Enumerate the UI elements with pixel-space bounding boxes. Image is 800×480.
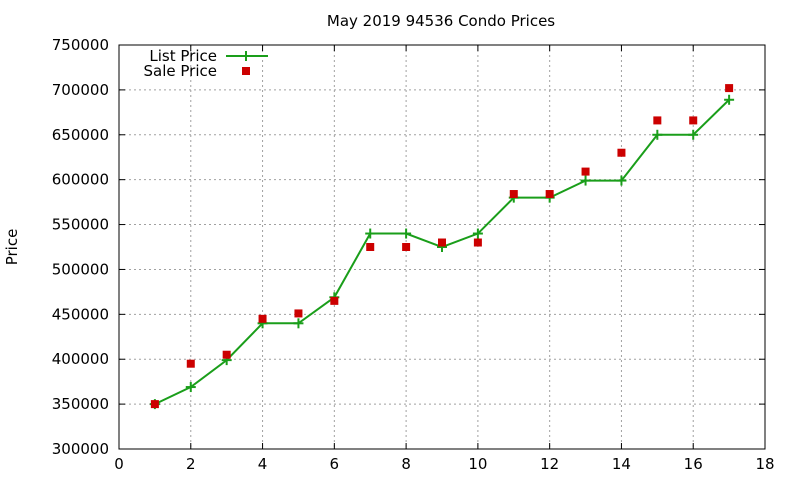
x-tick-label: 12 bbox=[540, 455, 559, 473]
sale-price-point bbox=[581, 167, 590, 176]
plot-area bbox=[118, 44, 766, 450]
sale-price-point bbox=[366, 243, 375, 251]
sale-price-point bbox=[186, 359, 195, 368]
sale-price-point bbox=[150, 400, 159, 409]
sale-price-point bbox=[402, 243, 411, 251]
legend: List Price Sale Price bbox=[144, 47, 268, 80]
list-price-point bbox=[580, 175, 591, 186]
y-tick-labels: 300000 350000 400000 450000 500000 550000 6000… bbox=[52, 36, 109, 458]
sale-price-point bbox=[689, 116, 698, 125]
list-price-point bbox=[293, 318, 304, 329]
y-tick-label: 550000 bbox=[52, 216, 109, 234]
y-tick-label: 400000 bbox=[52, 350, 109, 368]
sale-price-point bbox=[438, 238, 446, 247]
series bbox=[149, 84, 735, 410]
sale-price-point bbox=[294, 309, 303, 318]
x-tick-label: 8 bbox=[401, 455, 411, 473]
sale-price-point bbox=[509, 190, 518, 199]
list-price-point bbox=[652, 129, 663, 140]
list-price-point bbox=[185, 382, 196, 393]
y-tick-label: 350000 bbox=[52, 395, 109, 413]
x-tick-label: 0 bbox=[114, 455, 124, 473]
y-tick-label: 700000 bbox=[52, 81, 109, 99]
y-tick-label: 450000 bbox=[52, 305, 109, 323]
list-price-point bbox=[365, 228, 376, 239]
list-price-point bbox=[724, 94, 735, 105]
sale-price-point bbox=[473, 238, 482, 247]
sale-price-point bbox=[545, 190, 554, 199]
sale-price-point bbox=[258, 314, 267, 323]
x-tick-label: 14 bbox=[612, 455, 631, 473]
list-price-point bbox=[401, 228, 412, 239]
legend-marker-list-price bbox=[241, 51, 251, 61]
chart-title: May 2019 94536 Condo Prices bbox=[327, 12, 555, 30]
y-tick-label: 500000 bbox=[52, 260, 109, 278]
sale-price-point bbox=[725, 84, 734, 93]
legend-label-sale-price: Sale Price bbox=[144, 62, 217, 80]
x-tick-label: 16 bbox=[684, 455, 703, 473]
sale-price-point bbox=[653, 116, 662, 125]
sale-price-point bbox=[617, 148, 626, 157]
legend-marker-sale-price bbox=[242, 67, 250, 75]
x-tick-label: 6 bbox=[330, 455, 340, 473]
x-tick-label: 2 bbox=[186, 455, 196, 473]
legend-label-list-price: List Price bbox=[149, 47, 217, 65]
y-tick-label: 300000 bbox=[52, 440, 109, 458]
list-price-point bbox=[472, 228, 483, 239]
x-tick-label: 10 bbox=[468, 455, 487, 473]
list-price-point bbox=[688, 129, 699, 140]
y-axis-label: Price bbox=[3, 229, 21, 266]
x-tick-label: 4 bbox=[258, 455, 268, 473]
ticks bbox=[118, 44, 766, 450]
sale-price-point bbox=[222, 350, 231, 359]
y-tick-label: 650000 bbox=[52, 126, 109, 144]
y-tick-label: 600000 bbox=[52, 171, 109, 189]
y-tick-label: 750000 bbox=[52, 36, 109, 54]
x-tick-labels: 0 2 4 6 8 10 12 14 16 18 bbox=[114, 455, 774, 473]
x-tick-label: 18 bbox=[755, 455, 774, 473]
sale-price-point bbox=[330, 296, 339, 305]
list-price-point bbox=[616, 175, 627, 186]
